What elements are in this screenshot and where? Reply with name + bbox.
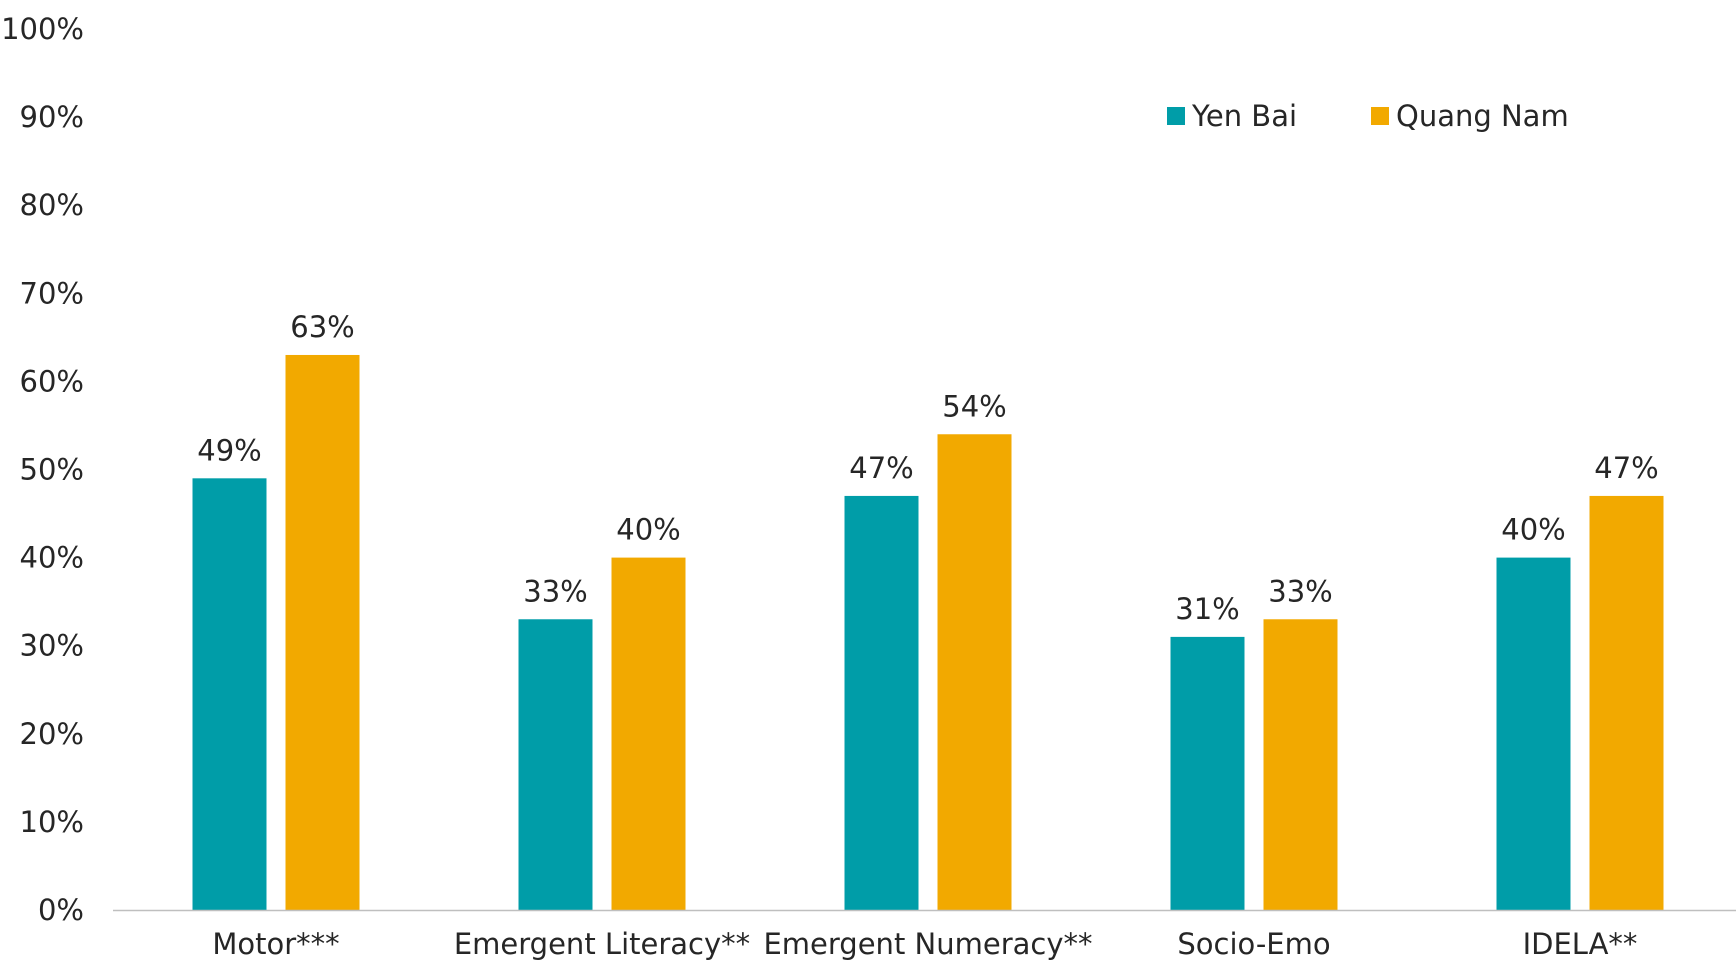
x-axis: Motor*** Emergent Literacy** Emergent Nume… xyxy=(212,927,1637,961)
y-tick-label: 80% xyxy=(20,188,84,222)
data-label-quang-nam-motor: 63% xyxy=(290,310,354,344)
y-tick-label: 100% xyxy=(1,12,84,46)
x-category-label-motor: Motor*** xyxy=(212,927,339,961)
y-tick-label: 90% xyxy=(20,100,84,134)
y-tick-label: 60% xyxy=(20,364,84,398)
bar-quang-nam-emergent-numeracy xyxy=(937,434,1012,910)
bar-yen-bai-emergent-numeracy xyxy=(844,495,919,910)
bar-quang-nam-emergent-literacy xyxy=(611,557,686,910)
y-tick-label: 10% xyxy=(20,805,84,839)
bar-yen-bai-idela xyxy=(1496,557,1571,910)
data-label-yen-bai-idela: 40% xyxy=(1501,513,1565,547)
y-axis: 0% 10% 20% 30% 40% 50% 60% 70% 80% 90% 100% xyxy=(1,12,84,927)
x-category-label-idela: IDELA** xyxy=(1523,927,1638,961)
bars xyxy=(192,354,1664,911)
x-category-label-emergent-numeracy: Emergent Numeracy** xyxy=(763,927,1092,961)
y-tick-label: 50% xyxy=(20,453,84,487)
data-label-quang-nam-idela: 47% xyxy=(1594,451,1658,485)
bar-yen-bai-socio-emo xyxy=(1170,636,1245,910)
data-labels: 49% 63% 33% 40% 47% 54% 31% 33% 40% 47% xyxy=(197,310,1658,626)
data-label-yen-bai-socio-emo: 31% xyxy=(1175,592,1239,626)
bar-yen-bai-emergent-literacy xyxy=(518,619,593,910)
x-category-label-emergent-literacy: Emergent Literacy** xyxy=(454,927,750,961)
x-category-label-socio-emo: Socio-Emo xyxy=(1177,927,1330,961)
legend-label-quang-nam: Quang Nam xyxy=(1396,99,1569,133)
y-tick-label: 20% xyxy=(20,717,84,751)
legend-swatch-quang-nam xyxy=(1371,107,1389,125)
data-label-yen-bai-emergent-numeracy: 47% xyxy=(849,451,913,485)
bar-quang-nam-idela xyxy=(1589,495,1664,910)
data-label-quang-nam-emergent-literacy: 40% xyxy=(616,513,680,547)
legend-label-yen-bai: Yen Bai xyxy=(1191,99,1297,133)
y-tick-label: 70% xyxy=(20,276,84,310)
legend: Yen Bai Quang Nam xyxy=(1167,99,1569,133)
y-tick-label: 30% xyxy=(20,629,84,663)
y-tick-label: 40% xyxy=(20,541,84,575)
data-label-yen-bai-motor: 49% xyxy=(197,433,261,467)
data-label-quang-nam-socio-emo: 33% xyxy=(1268,574,1332,608)
bar-quang-nam-socio-emo xyxy=(1263,619,1338,910)
data-label-yen-bai-emergent-literacy: 33% xyxy=(523,574,587,608)
data-label-quang-nam-emergent-numeracy: 54% xyxy=(942,389,1006,423)
bar-yen-bai-motor xyxy=(192,478,267,910)
bar-quang-nam-motor xyxy=(285,354,360,911)
y-tick-label: 0% xyxy=(38,893,84,927)
legend-swatch-yen-bai xyxy=(1167,107,1185,125)
